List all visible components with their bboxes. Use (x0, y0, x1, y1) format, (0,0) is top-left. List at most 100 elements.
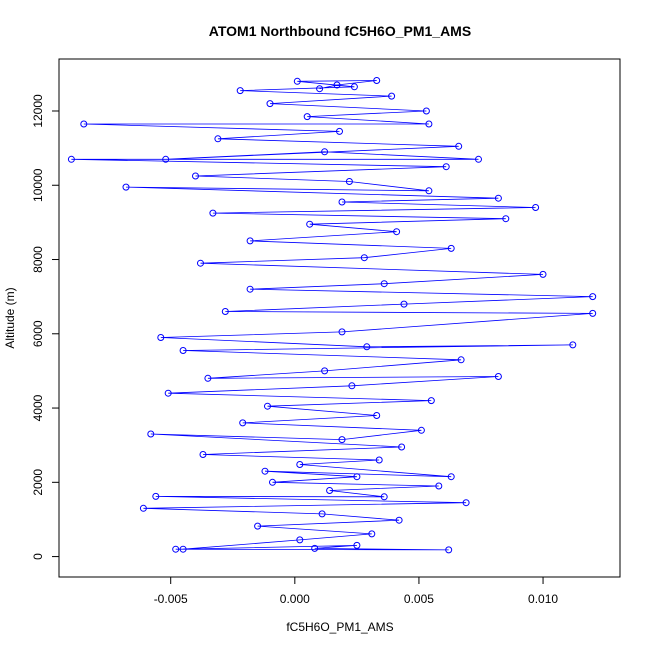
data-point (539, 270, 547, 278)
x-tick-label: -0.005 (154, 592, 188, 606)
y-tick-label: 6000 (31, 320, 45, 347)
data-point (321, 148, 329, 156)
data-point (239, 419, 247, 427)
data-point (261, 467, 269, 475)
data-point (204, 374, 212, 382)
data-point (338, 328, 346, 336)
data-point (269, 478, 276, 486)
x-axis-label: fC5H6O_PM1_AMS (286, 620, 393, 634)
data-point (455, 142, 463, 150)
data-point (179, 545, 187, 553)
data-point (80, 120, 88, 128)
data-point (350, 83, 358, 91)
data-point (67, 155, 75, 163)
data-point (236, 87, 244, 95)
data-point (254, 522, 262, 530)
series-line (71, 80, 593, 551)
data-point (296, 461, 304, 468)
data-point (192, 172, 199, 180)
data-point (333, 81, 341, 89)
data-point (398, 443, 406, 451)
data-point (348, 382, 356, 390)
data-point (303, 113, 311, 121)
data-point (318, 510, 326, 518)
data-point (122, 183, 130, 191)
y-axis: 0 2000 4000 6000 8000 10000 12000 (31, 94, 60, 560)
y-tick-label: 10000 (31, 168, 45, 202)
data-point (321, 367, 329, 375)
data-point (345, 178, 353, 185)
data-point (373, 412, 381, 419)
data-point (425, 120, 433, 128)
data-point (164, 389, 172, 397)
data-point (152, 492, 160, 500)
data-point (157, 334, 165, 341)
data-point (139, 504, 147, 512)
data-point (427, 397, 435, 405)
x-axis: -0.005 0.000 0.005 0.010 (154, 576, 558, 606)
data-point (338, 436, 346, 444)
y-tick-label: 0 (31, 553, 45, 560)
y-tick-label: 4000 (31, 394, 45, 421)
data-point (475, 155, 482, 163)
data-point (457, 356, 465, 364)
data-point (293, 77, 301, 85)
data-point (360, 254, 368, 262)
data-point (447, 244, 455, 252)
data-point (380, 280, 388, 288)
data-point (435, 482, 443, 490)
data-point (266, 100, 274, 108)
data-point (336, 127, 343, 135)
data-point (172, 545, 180, 553)
data-point (442, 163, 450, 171)
data-point (162, 155, 170, 163)
data-point (306, 220, 314, 228)
x-tick-label: 0.000 (280, 592, 310, 606)
data-point (363, 343, 371, 351)
data-point (373, 77, 381, 84)
data-point (199, 451, 207, 458)
data-point (395, 516, 403, 524)
data-point (447, 473, 455, 481)
data-point (246, 285, 254, 293)
data-point (425, 187, 433, 195)
data-point (246, 237, 254, 245)
data-point (569, 341, 577, 349)
data-point (422, 107, 430, 115)
chart-title: ATOM1 Northbound fC5H6O_PM1_AMS (209, 23, 471, 39)
data-point (311, 544, 319, 552)
data-point (209, 209, 217, 217)
data-point (338, 198, 346, 206)
y-tick-label: 8000 (31, 246, 45, 273)
data-point (197, 259, 204, 267)
x-tick-label: 0.010 (528, 592, 558, 606)
data-point (589, 293, 597, 301)
data-point (264, 402, 271, 410)
data-point (353, 541, 361, 549)
data-point (494, 194, 502, 202)
data-point (316, 85, 324, 93)
plot-frame (58, 58, 621, 578)
data-point (417, 426, 425, 434)
data-point (179, 347, 187, 354)
data-point (445, 546, 453, 554)
data-point (400, 300, 408, 308)
data-point (147, 430, 155, 438)
plot-area (67, 77, 597, 554)
data-point (353, 473, 361, 481)
data-point (368, 530, 376, 538)
data-point (296, 536, 304, 544)
data-point (502, 215, 510, 223)
y-tick-label: 12000 (31, 94, 45, 128)
data-point (589, 309, 597, 317)
data-point (326, 487, 334, 494)
y-axis-label: Altitude (m) (3, 287, 17, 348)
x-tick-label: 0.005 (404, 592, 434, 606)
data-point (462, 499, 470, 507)
data-point (221, 308, 229, 315)
data-point (494, 373, 502, 380)
data-point (375, 456, 383, 464)
data-point (393, 228, 401, 236)
data-point (214, 135, 222, 143)
